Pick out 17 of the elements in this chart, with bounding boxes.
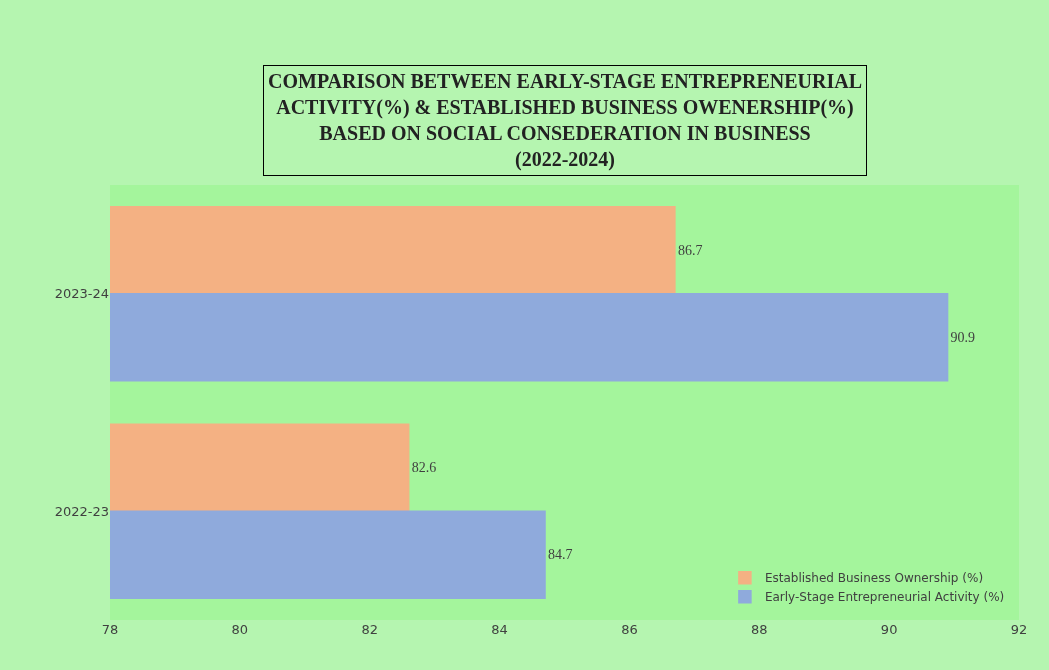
chart-title: COMPARISON BETWEEN EARLY-STAGE ENTREPRENEURIAL ACTIVITY(%) & ESTABLISHED BUSINESS OWENERSHIP(%) BASED ON SOCIAL CONSEDERATION IN BUSINESS (2022-2024)	[268, 70, 863, 171]
x-tick-label: 88	[751, 622, 768, 637]
x-tick-label: 78	[101, 622, 119, 637]
legend-label: Established Business Ownership (%)	[764, 571, 984, 586]
x-tick-label: 90	[880, 622, 898, 637]
data-label: 84.7	[548, 547, 573, 563]
x-tick-label: 80	[231, 622, 249, 637]
data-label: 90.9	[950, 329, 976, 345]
y-tick-label: 2022-23	[54, 503, 109, 519]
data-label: 82.6	[411, 460, 437, 476]
x-tick-label: 86	[621, 622, 638, 637]
x-tick-label: 92	[1010, 622, 1028, 637]
y-tick-label: 2023-24	[54, 286, 109, 302]
x-tick-label: 82	[361, 622, 378, 637]
data-label: 86.7	[677, 242, 703, 258]
legend-label: Early-Stage Entrepreneurial Activity (%)	[764, 590, 1005, 605]
x-tick-label: 84	[491, 622, 508, 637]
